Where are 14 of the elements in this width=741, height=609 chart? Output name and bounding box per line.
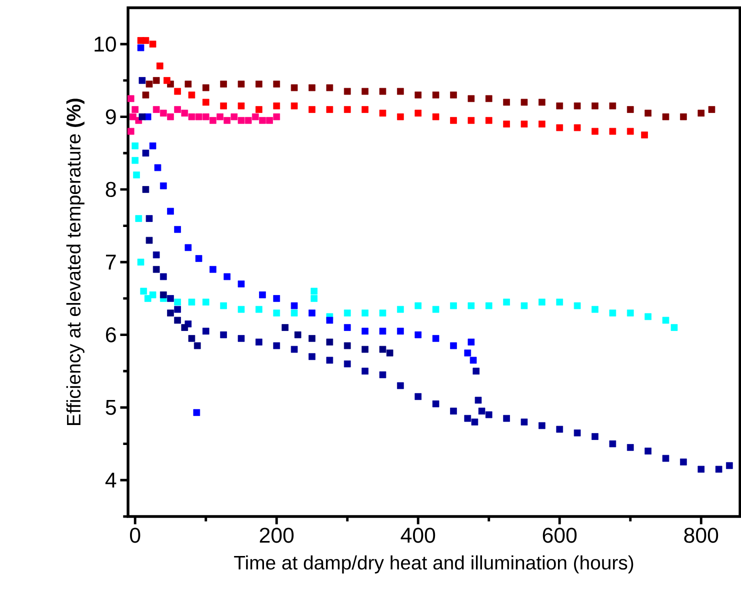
x-tick-label: 600 bbox=[542, 528, 577, 543]
y-tick-label: 7 bbox=[106, 254, 116, 270]
y-tick-label: 9 bbox=[106, 109, 116, 124]
y-tick-label: 5 bbox=[106, 400, 116, 415]
x-tick-label: 200 bbox=[260, 528, 294, 543]
y-axis-title: Efficiency at elevated temperature (%) bbox=[66, 98, 84, 425]
x-tick-label: 0 bbox=[130, 528, 140, 543]
y-tick-label: 10 bbox=[94, 36, 116, 52]
x-tick-label: 800 bbox=[684, 528, 718, 543]
x-axis-title: Time at damp/dry heat and illumination (hours) bbox=[234, 555, 634, 574]
y-tick-label: 6 bbox=[106, 327, 116, 342]
x-tick-label: 400 bbox=[400, 528, 436, 543]
y-tick-label: 4 bbox=[105, 472, 116, 488]
y-tick-label: 8 bbox=[106, 182, 116, 197]
